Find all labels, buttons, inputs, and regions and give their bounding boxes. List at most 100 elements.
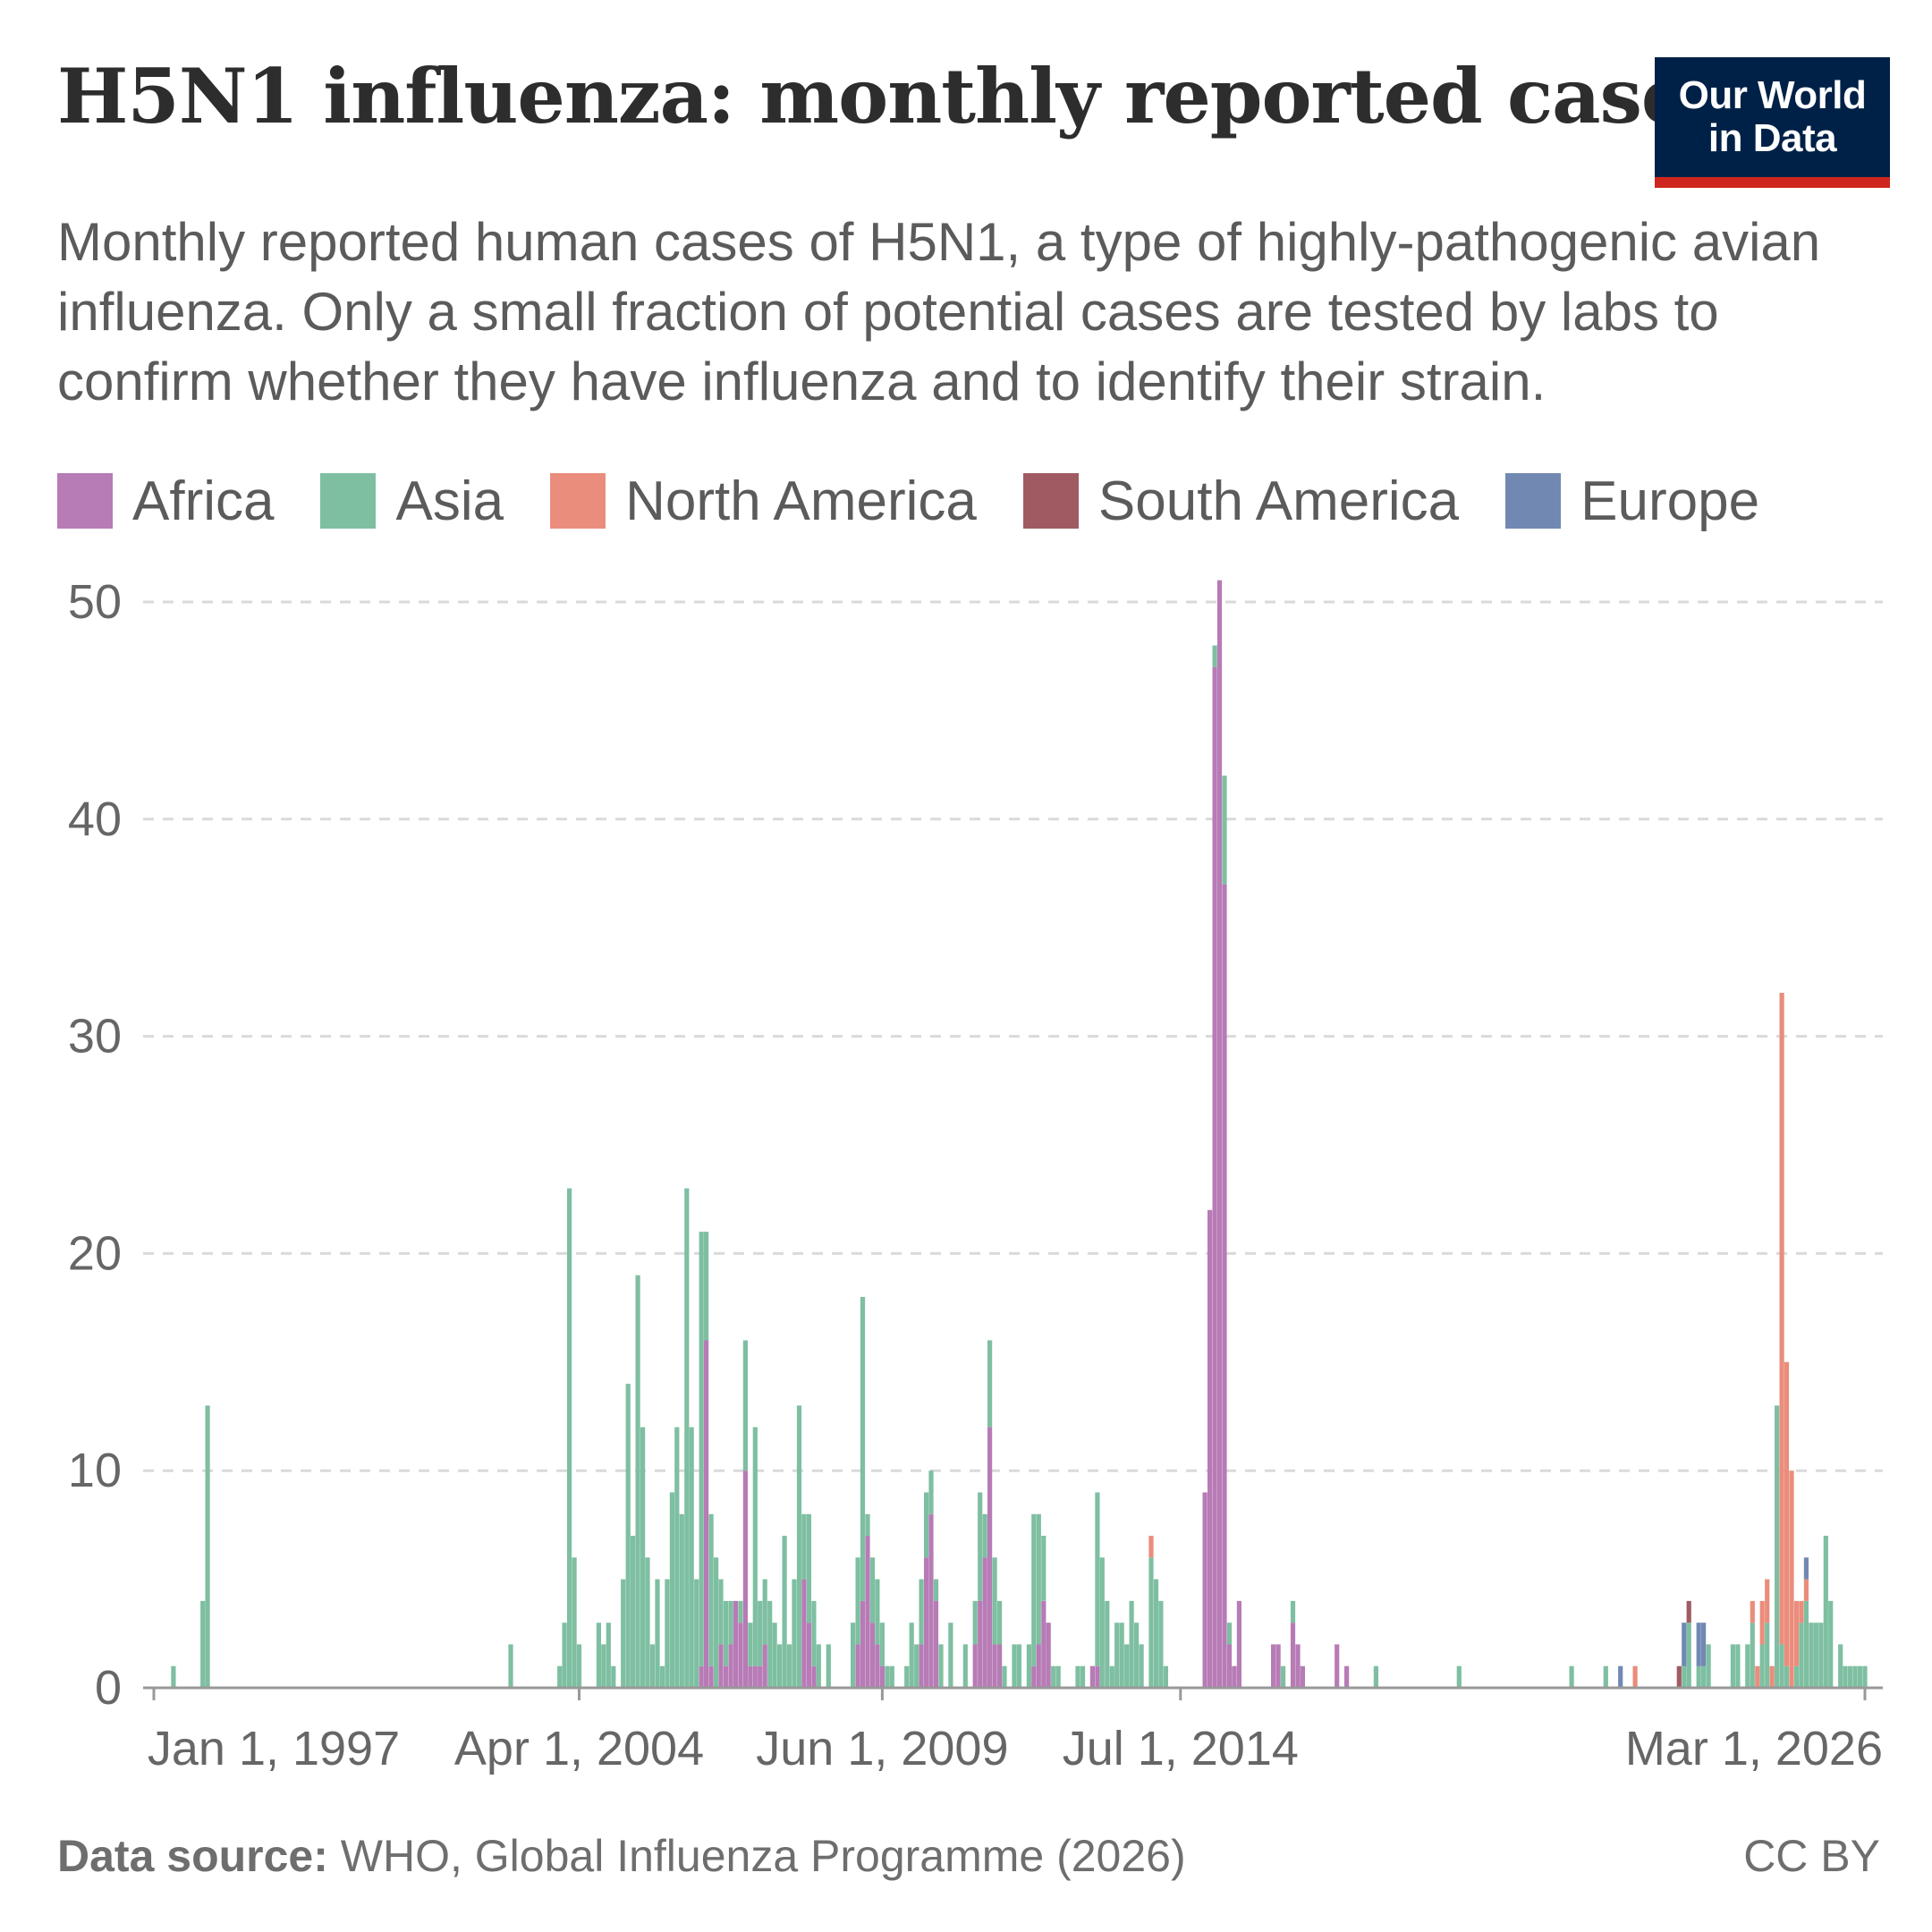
- bar-north-america-2014-01[interactable]: [1148, 1536, 1154, 1558]
- bar-asia-2011-09[interactable]: [1012, 1644, 1017, 1688]
- bar-africa-2015-06[interactable]: [1232, 1665, 1237, 1688]
- bar-asia-2004-03[interactable]: [572, 1557, 577, 1688]
- bar-asia-2008-01[interactable]: [796, 1405, 802, 1688]
- bar-africa-2011-02[interactable]: [978, 1600, 983, 1688]
- bar-africa-2016-06[interactable]: [1290, 1623, 1296, 1688]
- bar-asia-2024-06[interactable]: [1759, 1644, 1765, 1688]
- bar-africa-2006-05[interactable]: [699, 1665, 704, 1688]
- bar-asia-2007-05[interactable]: [758, 1600, 763, 1666]
- bar-asia-2005-09[interactable]: [659, 1665, 665, 1688]
- bar-asia-2006-07[interactable]: [708, 1513, 714, 1666]
- bar-asia-2023-07[interactable]: [1706, 1644, 1711, 1688]
- bar-asia-2025-06[interactable]: [1818, 1623, 1824, 1688]
- bar-asia-2009-06[interactable]: [879, 1623, 885, 1666]
- bar-africa-2016-07[interactable]: [1295, 1644, 1301, 1688]
- bar-asia-2008-07[interactable]: [826, 1644, 831, 1688]
- bar-asia-2024-04[interactable]: [1750, 1623, 1755, 1688]
- bar-asia-2011-03[interactable]: [982, 1513, 987, 1558]
- bar-south-america-2023-01[interactable]: [1676, 1665, 1682, 1688]
- bar-asia-2005-06[interactable]: [645, 1557, 650, 1688]
- bar-asia-2009-08[interactable]: [889, 1665, 894, 1688]
- bar-asia-2006-02[interactable]: [684, 1188, 690, 1688]
- bar-asia-2007-11[interactable]: [786, 1644, 792, 1688]
- bar-asia-2024-07[interactable]: [1765, 1623, 1770, 1688]
- bar-asia-2006-03[interactable]: [689, 1427, 694, 1688]
- bar-africa-2012-02[interactable]: [1036, 1644, 1041, 1688]
- bar-africa-2006-12[interactable]: [733, 1600, 738, 1688]
- legend-item-asia[interactable]: Asia: [320, 470, 504, 533]
- bar-africa-2006-10[interactable]: [723, 1665, 729, 1688]
- bar-asia-2008-12[interactable]: [851, 1623, 856, 1688]
- bar-africa-2007-03[interactable]: [748, 1665, 753, 1688]
- bar-africa-2006-07[interactable]: [708, 1665, 714, 1688]
- bar-asia-2025-08[interactable]: [1828, 1600, 1834, 1688]
- bar-africa-2007-02[interactable]: [742, 1470, 748, 1688]
- bar-asia-2004-10[interactable]: [606, 1623, 611, 1688]
- bar-north-america-2024-04[interactable]: [1750, 1600, 1755, 1623]
- bar-africa-2015-01[interactable]: [1208, 1209, 1213, 1688]
- license[interactable]: CC BY: [1743, 1831, 1880, 1881]
- bar-asia-2008-05[interactable]: [816, 1644, 821, 1688]
- bar-africa-2015-07[interactable]: [1236, 1600, 1241, 1688]
- bar-asia-2008-02[interactable]: [801, 1513, 807, 1580]
- bar-europe-2022-01[interactable]: [1618, 1665, 1623, 1688]
- bar-asia-2006-05[interactable]: [699, 1232, 704, 1666]
- legend-item-north-america[interactable]: North America: [550, 470, 977, 533]
- bar-asia-2010-08[interactable]: [948, 1623, 953, 1688]
- bar-asia-2024-03[interactable]: [1745, 1644, 1750, 1688]
- bar-asia-2023-05[interactable]: [1696, 1665, 1701, 1688]
- bar-asia-2007-10[interactable]: [782, 1536, 787, 1688]
- bar-africa-2011-05[interactable]: [992, 1644, 997, 1688]
- bar-asia-2009-11[interactable]: [904, 1665, 910, 1688]
- bar-asia-2009-05[interactable]: [875, 1579, 880, 1645]
- bar-africa-2009-04[interactable]: [869, 1623, 876, 1688]
- bar-africa-2012-01[interactable]: [1031, 1665, 1037, 1688]
- bar-africa-2010-05[interactable]: [933, 1600, 939, 1688]
- bar-africa-2008-04[interactable]: [811, 1665, 817, 1688]
- bar-asia-1997-11[interactable]: [200, 1600, 206, 1688]
- bar-africa-2008-02[interactable]: [801, 1579, 807, 1688]
- bar-africa-2013-01[interactable]: [1089, 1665, 1095, 1688]
- bar-asia-2024-01[interactable]: [1735, 1644, 1741, 1688]
- bar-asia-2005-10[interactable]: [665, 1579, 670, 1688]
- bar-asia-1997-05[interactable]: [171, 1665, 176, 1688]
- bar-asia-2009-03[interactable]: [865, 1513, 870, 1537]
- bar-europe-2023-06[interactable]: [1701, 1623, 1707, 1666]
- bar-asia-2008-04[interactable]: [811, 1600, 817, 1666]
- bar-asia-2009-12[interactable]: [909, 1623, 914, 1688]
- bar-europe-2025-03[interactable]: [1803, 1557, 1809, 1580]
- bar-asia-2025-05[interactable]: [1813, 1623, 1818, 1688]
- bar-asia-2006-04[interactable]: [694, 1579, 699, 1688]
- bar-asia-2004-08[interactable]: [596, 1623, 601, 1688]
- bar-asia-2012-05[interactable]: [1051, 1665, 1056, 1688]
- bar-north-america-2025-02[interactable]: [1799, 1600, 1804, 1623]
- bar-asia-2007-08[interactable]: [772, 1623, 777, 1688]
- bar-africa-2016-08[interactable]: [1300, 1665, 1305, 1688]
- bar-asia-2004-02[interactable]: [567, 1188, 572, 1688]
- bar-africa-2017-03[interactable]: [1335, 1644, 1340, 1688]
- bar-asia-2011-05[interactable]: [992, 1557, 997, 1645]
- bar-africa-2015-04[interactable]: [1222, 884, 1227, 1688]
- bar-asia-2011-06[interactable]: [997, 1600, 1003, 1645]
- bar-asia-2007-06[interactable]: [762, 1579, 767, 1645]
- bar-asia-2010-01[interactable]: [914, 1644, 919, 1688]
- bar-africa-2014-12[interactable]: [1202, 1492, 1208, 1689]
- bar-asia-2010-04[interactable]: [928, 1470, 934, 1514]
- bar-africa-2009-05[interactable]: [875, 1644, 880, 1688]
- bar-asia-2023-03[interactable]: [1686, 1623, 1691, 1688]
- bar-north-america-2025-03[interactable]: [1803, 1579, 1809, 1601]
- bar-asia-2005-01[interactable]: [621, 1579, 626, 1688]
- bar-asia-2007-09[interactable]: [777, 1644, 783, 1688]
- bar-asia-2007-07[interactable]: [767, 1600, 773, 1688]
- bar-africa-2015-05[interactable]: [1226, 1644, 1233, 1688]
- bar-asia-2011-12[interactable]: [1026, 1644, 1031, 1688]
- bar-asia-2025-02[interactable]: [1799, 1623, 1804, 1688]
- bar-africa-2008-03[interactable]: [806, 1623, 811, 1688]
- bar-asia-2026-03[interactable]: [1862, 1665, 1868, 1688]
- bar-africa-2016-03[interactable]: [1275, 1644, 1281, 1688]
- owid-logo[interactable]: Our World in Data: [1655, 57, 1890, 188]
- legend-item-africa[interactable]: Africa: [57, 470, 274, 533]
- bar-asia-2014-04[interactable]: [1163, 1665, 1168, 1688]
- legend-item-europe[interactable]: Europe: [1505, 470, 1759, 533]
- bar-asia-2006-11[interactable]: [728, 1600, 733, 1645]
